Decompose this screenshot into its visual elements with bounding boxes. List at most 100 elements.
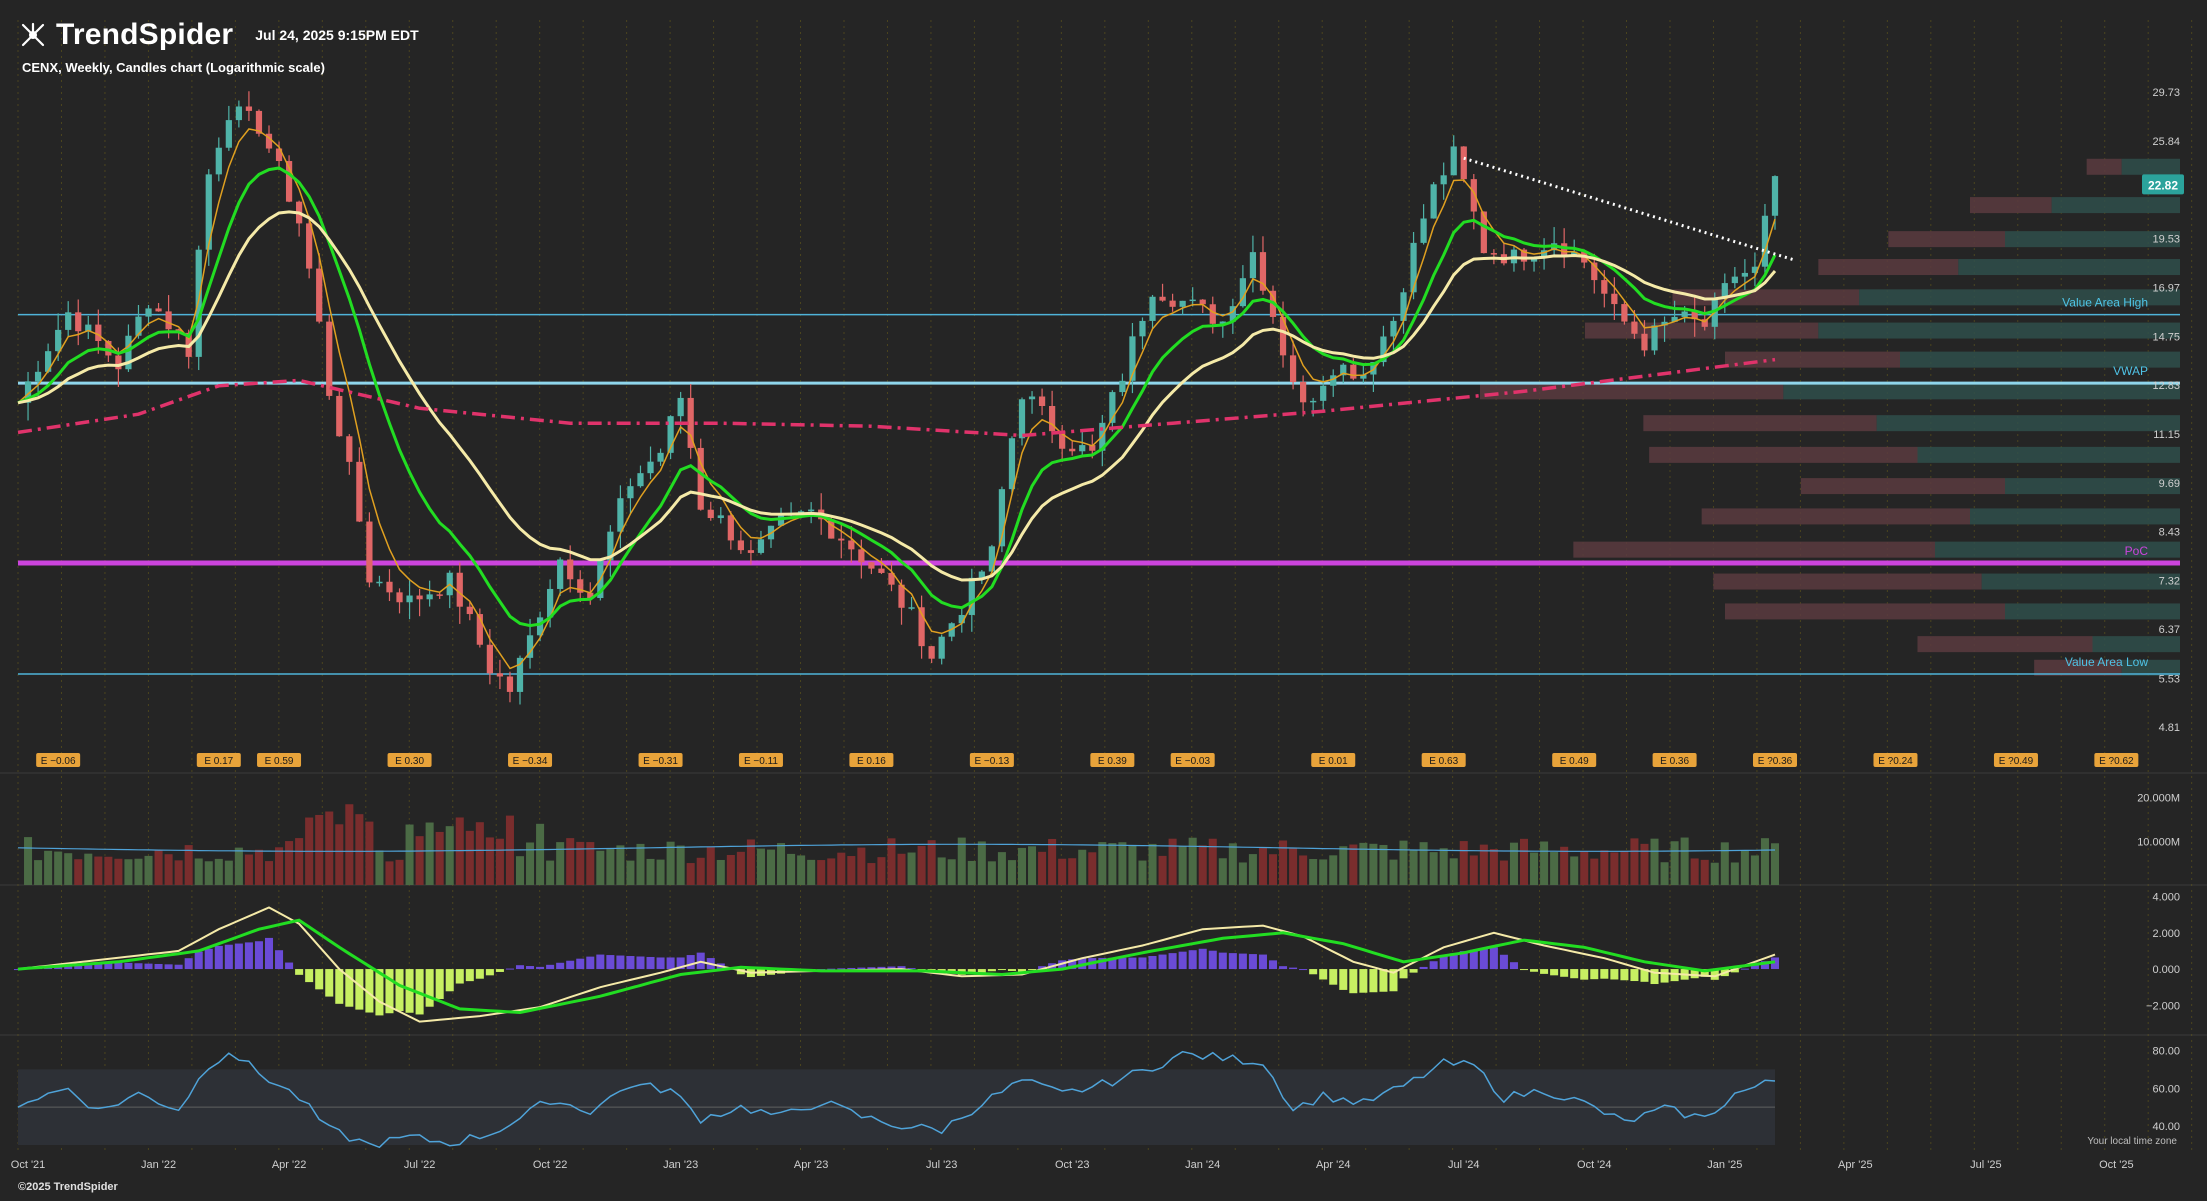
- volume-bar: [485, 837, 494, 885]
- candle-body: [848, 540, 855, 550]
- earnings-badge: E 0.39: [1090, 753, 1135, 767]
- x-tick-label: Jan '22: [141, 1159, 176, 1171]
- volume-bar: [1329, 855, 1338, 885]
- candle-body: [1591, 262, 1598, 281]
- macd-histogram-bar: [1248, 954, 1257, 970]
- candle-body: [426, 594, 433, 600]
- x-tick-label: Jul '22: [404, 1159, 435, 1171]
- volume-bar: [1419, 842, 1428, 885]
- volume-bar: [445, 826, 454, 885]
- macd-histogram-bar: [1459, 951, 1468, 970]
- candle-body: [285, 161, 293, 202]
- earnings-badge: E ?0.24: [1873, 753, 1918, 767]
- price-axis-tick: 7.32: [2159, 576, 2180, 588]
- macd-histogram-bar: [1540, 969, 1549, 974]
- volume-bar: [224, 860, 233, 885]
- candle-body: [1119, 380, 1126, 393]
- candle-body: [1621, 304, 1628, 322]
- earnings-badge: E −0.34: [508, 753, 553, 767]
- volume-bar: [1198, 845, 1207, 885]
- volume-bar: [1740, 850, 1749, 885]
- candle-body: [1149, 296, 1156, 321]
- price-axis-tick: 9.69: [2159, 478, 2180, 490]
- volume-bar: [54, 851, 63, 885]
- volume-bar: [666, 841, 675, 885]
- volume-axis-tick: 20.000M: [2137, 793, 2180, 805]
- candle-body: [1731, 276, 1738, 284]
- macd-histogram-bar: [104, 963, 113, 970]
- volume-bar: [656, 859, 665, 885]
- macd-histogram-bar: [1138, 957, 1147, 970]
- candle-body: [1761, 215, 1769, 267]
- macd-histogram-bar: [54, 966, 63, 970]
- candle-body: [727, 515, 734, 541]
- earnings-badge-label: E 0.30: [395, 756, 424, 767]
- macd-histogram-bar: [254, 941, 263, 970]
- volume-bar: [285, 841, 294, 885]
- volume-bar: [1389, 859, 1398, 885]
- x-tick-label: Apr '25: [1838, 1159, 1873, 1171]
- candle-body: [707, 509, 714, 519]
- candle-body: [115, 355, 122, 370]
- volume-bar: [1309, 859, 1318, 885]
- earnings-badge-bg: [738, 753, 783, 767]
- volume-bar: [1118, 842, 1127, 885]
- macd-histogram-bar: [285, 962, 294, 970]
- candle-body: [436, 594, 443, 596]
- volume-bar: [204, 861, 213, 885]
- macd-histogram-bar: [887, 966, 896, 970]
- candle-body: [1038, 396, 1046, 407]
- candle-body: [1701, 319, 1708, 327]
- volume-bar: [1228, 843, 1237, 885]
- macd-histogram-bar: [1690, 969, 1699, 979]
- candle-body: [45, 351, 52, 372]
- candle-body: [1480, 211, 1487, 254]
- macd-histogram-bar: [244, 942, 253, 970]
- macd-histogram-bar: [174, 964, 183, 970]
- macd-histogram-bar: [1038, 966, 1047, 970]
- volume-bar: [385, 861, 394, 885]
- candle-body: [958, 614, 965, 624]
- candle-body: [637, 473, 644, 487]
- volume-bar: [636, 843, 645, 885]
- volume-profile-bar-down: [1818, 259, 1959, 276]
- macd-histogram-bar: [64, 965, 73, 970]
- volume-bar: [1108, 843, 1117, 885]
- volume-bar: [1439, 848, 1448, 885]
- volume-profile-bar-up: [1935, 541, 2180, 558]
- earnings-badge-bg: [1873, 753, 1918, 767]
- candle-body: [85, 324, 92, 332]
- x-tick-label: Jul '24: [1448, 1159, 1479, 1171]
- macd-histogram-bar: [967, 969, 976, 974]
- volume-bar: [1750, 855, 1759, 885]
- volume-bar: [515, 856, 525, 885]
- macd-histogram-bar: [74, 965, 83, 970]
- earnings-badge-bg: [196, 753, 241, 767]
- volume-profile-bar-down: [2034, 659, 2122, 676]
- volume-bar: [144, 855, 153, 885]
- volume-bar: [1058, 858, 1067, 885]
- candle-body: [95, 324, 102, 341]
- volume-bar: [1570, 856, 1579, 885]
- macd-histogram-bar: [987, 969, 996, 972]
- macd-histogram-bar: [867, 967, 876, 970]
- macd-histogram-bar: [315, 969, 324, 990]
- candle-body: [145, 308, 152, 317]
- macd-histogram-bar: [465, 969, 474, 982]
- macd-histogram-bar: [636, 956, 645, 970]
- volume-bar: [1650, 838, 1659, 885]
- macd-histogram-bar: [1299, 969, 1308, 971]
- volume-bar: [1339, 846, 1348, 885]
- candle-body: [1611, 293, 1618, 305]
- candle-body: [1450, 146, 1457, 176]
- macd-histogram-bar: [686, 955, 695, 970]
- candle-body: [687, 397, 694, 448]
- earnings-badge-bg: [1753, 753, 1797, 767]
- candle-body: [1651, 325, 1658, 351]
- volume-bar: [1760, 838, 1769, 885]
- candle-body: [647, 461, 654, 474]
- candle-body: [557, 559, 564, 589]
- candle-body: [135, 316, 142, 336]
- volume-profile-bar-down: [1888, 231, 2005, 248]
